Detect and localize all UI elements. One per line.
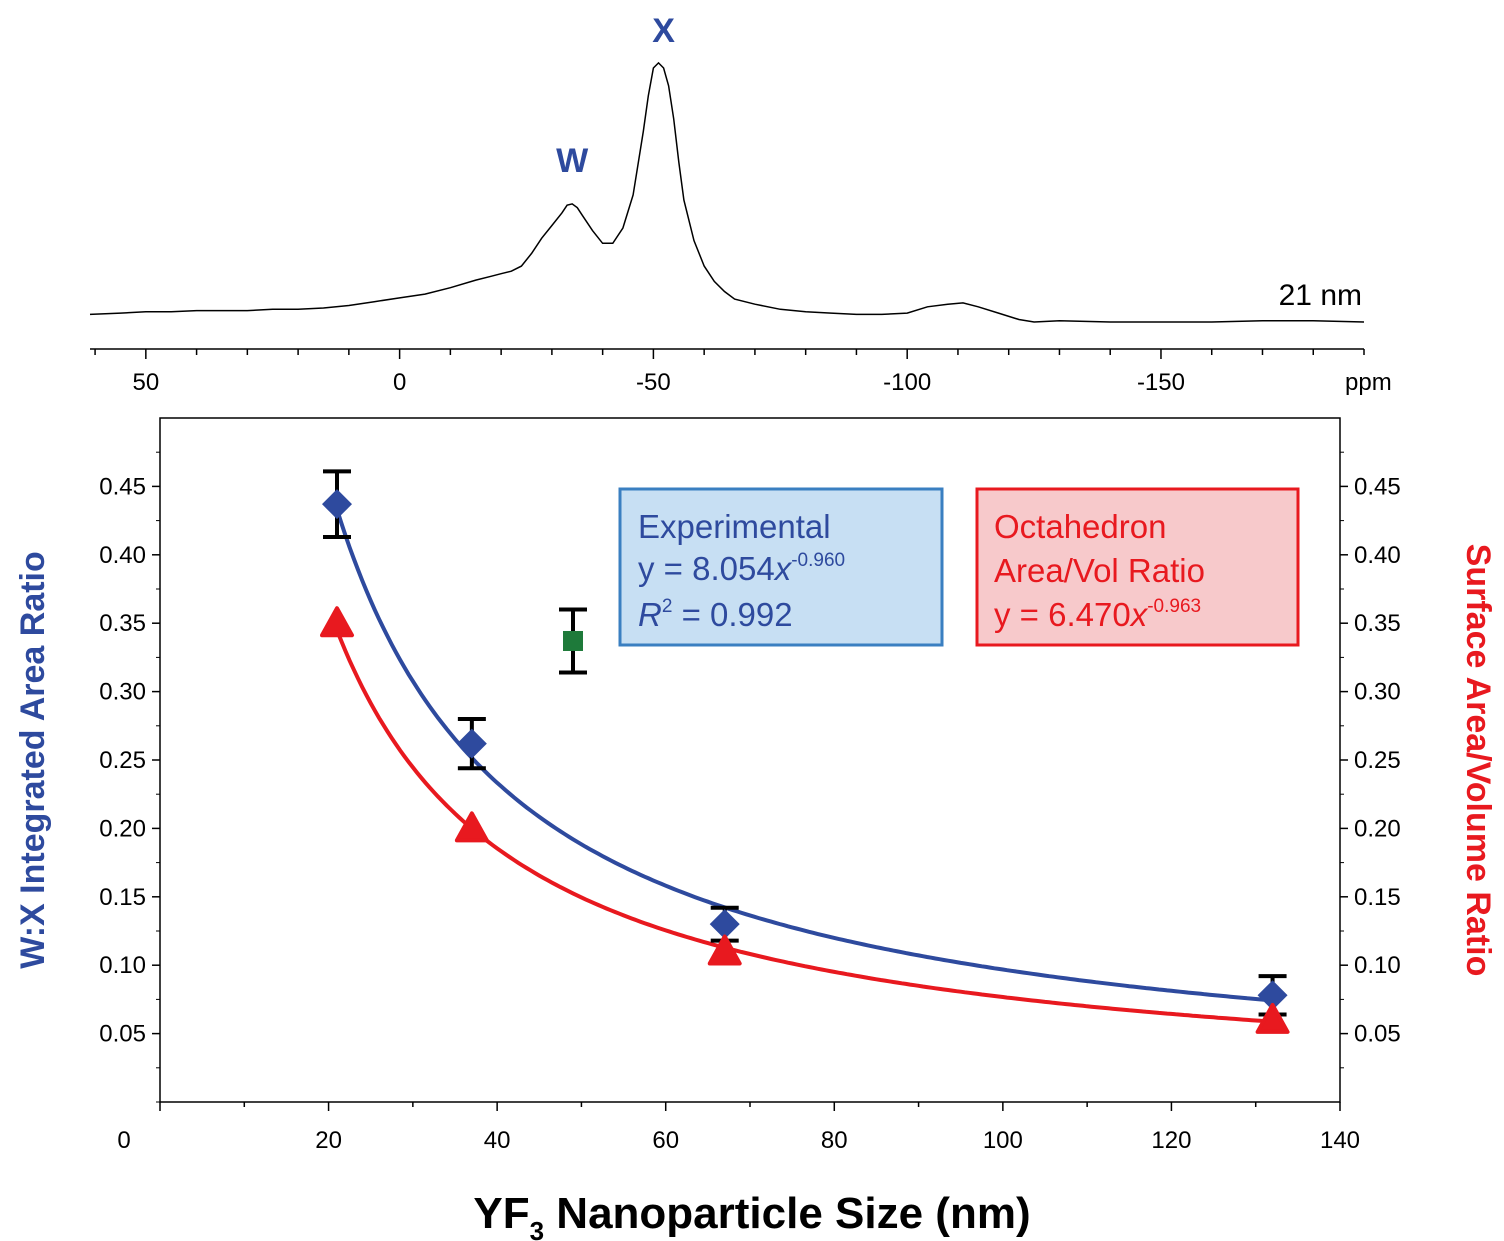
ppm-axis-ticks: 50 0 -50 -100 -150 <box>94 349 1365 396</box>
ppm-tick-label: -50 <box>636 369 671 396</box>
ppm-axis-label: ppm <box>1345 369 1392 396</box>
x-axis-title: YF3 Nanoparticle Size (nm) <box>473 1189 1030 1241</box>
experimental-box-title: Experimental <box>638 508 831 545</box>
spectrum-line <box>89 61 1365 323</box>
octahedron-point <box>454 811 489 843</box>
right-y-tick-label: 0.25 <box>1354 747 1401 774</box>
left-y-tick-label: 0.35 <box>99 610 146 637</box>
outlier-point <box>563 630 583 651</box>
ppm-tick-label: -150 <box>1137 369 1185 396</box>
experimental-point <box>322 489 352 520</box>
right-y-tick-label: 0.40 <box>1354 542 1401 569</box>
experimental-point <box>1257 980 1288 1011</box>
left-y-tick-label: 0.15 <box>99 884 146 911</box>
data-markers <box>320 489 1290 1034</box>
right-y-tick-label: 0.10 <box>1354 952 1401 979</box>
left-y-tick-label: 0.40 <box>99 542 146 569</box>
octahedron-box-title: Octahedron <box>994 508 1166 545</box>
left-y-axis-ticks: 0.05 0.10 0.15 0.20 0.25 0.30 0.35 0.40 0.45 <box>99 451 160 1103</box>
experimental-r-squared: R2 = 0.992 <box>638 596 793 633</box>
ppm-tick-label: 50 <box>132 369 159 396</box>
right-y-tick-label: 0.45 <box>1354 473 1401 500</box>
octahedron-fit-equation: y = 6.470x-0.963 <box>994 596 1201 633</box>
sample-size-label: 21 nm <box>1279 279 1362 312</box>
main-plot-panel: 0 20 40 60 80 100 120 140 0.050.100.150.200.250… <box>14 417 1497 1241</box>
left-y-tick-label: 0.45 <box>99 473 146 500</box>
octahedron-box-subtitle: Area/Vol Ratio <box>994 552 1205 589</box>
right-y-tick-label: 0.15 <box>1354 884 1401 911</box>
experimental-fit-equation: y = 8.054x-0.960 <box>638 550 845 587</box>
experimental-point <box>456 728 487 759</box>
ppm-tick-label: -100 <box>883 369 931 396</box>
right-y-tick-label: 0.05 <box>1354 1021 1401 1048</box>
right-y-axis-title: Surface Area/Volume Ratio <box>1459 544 1497 977</box>
octahedron-point <box>707 934 742 966</box>
left-y-tick-label: 0.20 <box>99 815 146 842</box>
right-y-tick-label: 0.35 <box>1354 610 1401 637</box>
octahedron-fit-curve <box>335 629 1273 1024</box>
left-y-tick-label: 0.25 <box>99 747 146 774</box>
x-tick-label: 40 <box>484 1127 511 1154</box>
x-axis-ticks: 0 20 40 60 80 100 120 140 <box>117 1102 1360 1154</box>
x-tick-label: 0 <box>117 1127 130 1154</box>
left-y-axis-title: W:X Integrated Area Ratio <box>14 551 52 969</box>
x-tick-label: 100 <box>983 1127 1023 1154</box>
x-tick-label: 120 <box>1151 1127 1191 1154</box>
ppm-tick-label: 0 <box>393 369 406 396</box>
experimental-box-bg <box>618 487 944 647</box>
experimental-fit-curve <box>335 508 1273 1003</box>
x-tick-label: 60 <box>652 1127 679 1154</box>
experimental-fit-box: Experimental y = 8.054x-0.960 R2 = 0.992 <box>618 487 944 647</box>
octahedron-point <box>320 606 354 638</box>
left-y-tick-label: 0.05 <box>99 1021 146 1048</box>
right-y-tick-label: 0.30 <box>1354 679 1401 706</box>
octahedron-point <box>1255 1002 1290 1034</box>
right-y-axis-ticks: 0.05 0.10 0.15 0.20 0.25 0.30 0.35 0.40 0.45 <box>1340 451 1401 1069</box>
left-y-tick-label: 0.10 <box>99 952 146 979</box>
x-tick-label: 80 <box>821 1127 848 1154</box>
octahedron-fit-box: Octahedron Area/Vol Ratio y = 6.470x-0.9… <box>975 487 1300 647</box>
peak-label-x: X <box>652 12 675 50</box>
x-tick-label: 20 <box>315 1127 342 1154</box>
spectrum-panel: 50 0 -50 -100 -150 ppm W X 21 nm <box>89 12 1392 396</box>
fit-curves <box>335 508 1273 1024</box>
peak-label-w: W <box>556 142 589 180</box>
left-y-tick-label: 0.30 <box>99 679 146 706</box>
x-tick-label: 140 <box>1320 1127 1360 1154</box>
experimental-point <box>709 909 740 940</box>
octahedron-box-bg <box>975 487 1300 647</box>
right-y-tick-label: 0.20 <box>1354 815 1401 842</box>
